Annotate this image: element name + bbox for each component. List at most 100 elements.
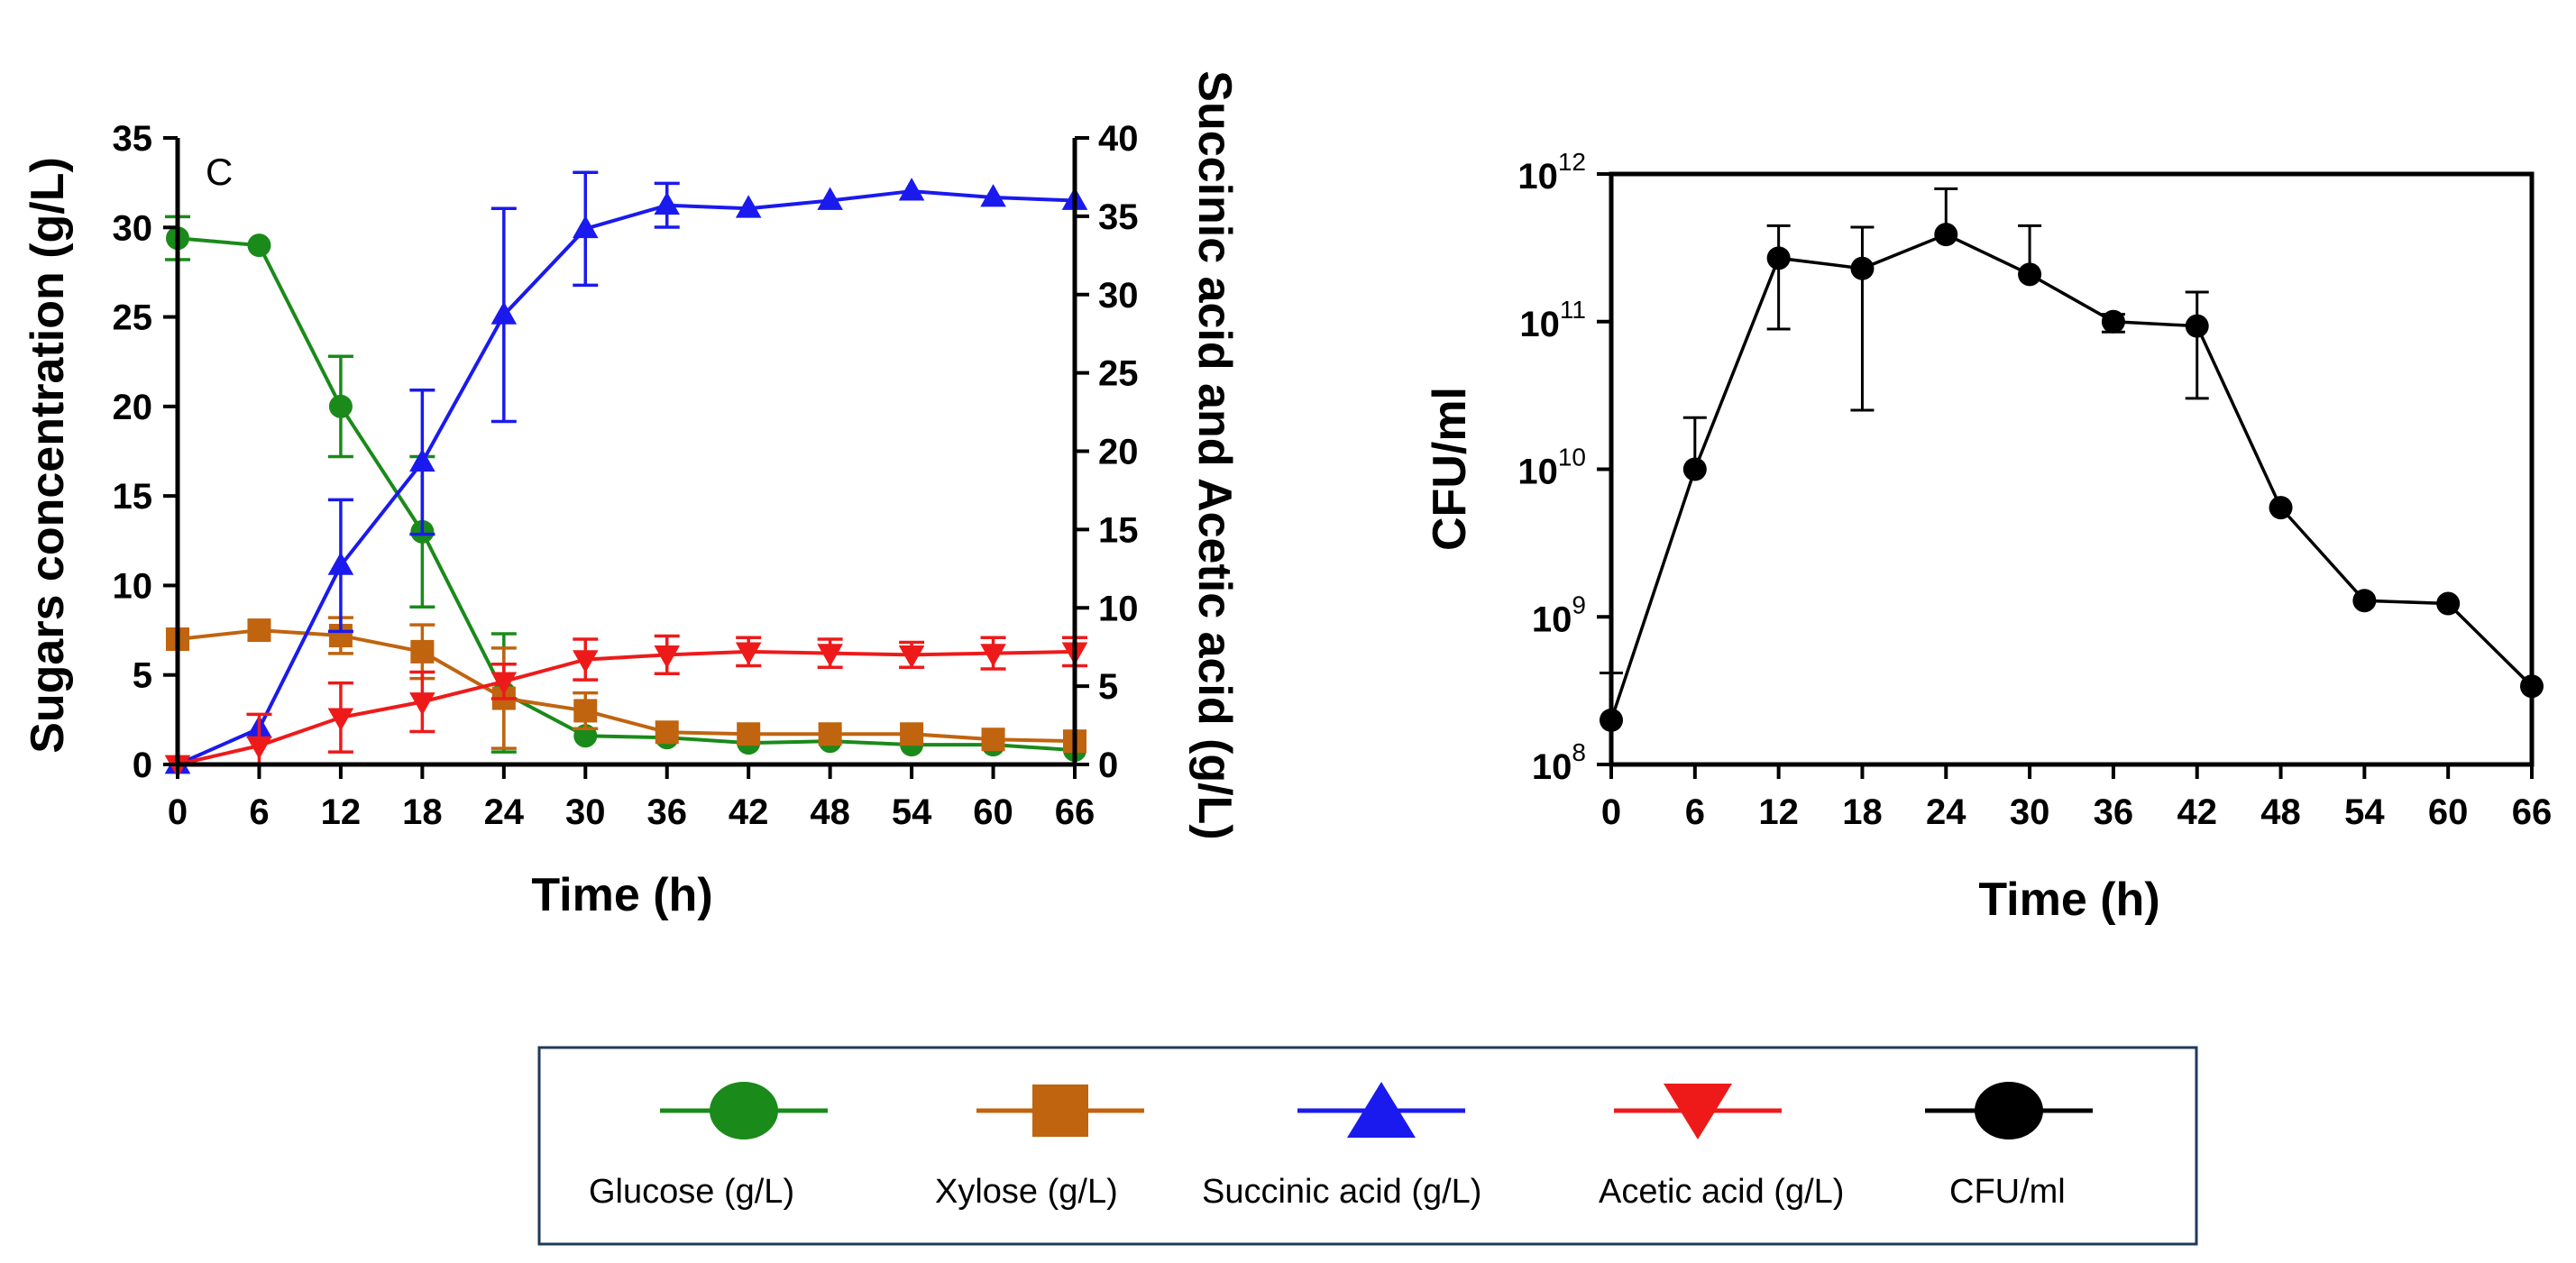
succinic-acid-g-l-point — [817, 187, 843, 210]
x-tick-label: 42 — [729, 792, 769, 832]
left-chart-series — [164, 170, 1088, 778]
acetic-acid-g-l-point — [246, 736, 272, 760]
glucose-g-l-point — [247, 233, 271, 258]
cfu-point — [2436, 591, 2461, 616]
cfu-x-axis-title: Time (h) — [1978, 874, 2159, 926]
left-y-tick-label: 35 — [113, 119, 153, 159]
right-y-tick-label: 0 — [1098, 746, 1118, 785]
x-tick-label: 36 — [646, 792, 687, 832]
cfu-x-tick-label: 66 — [2512, 792, 2553, 832]
cfu-point — [1766, 246, 1791, 270]
xylose-g-l-point — [981, 728, 1005, 752]
left-x-axis-title: Time (h) — [531, 869, 712, 921]
cfu-y-tick-label: 108 — [1532, 738, 1586, 787]
cfu-point — [1850, 256, 1875, 280]
left-y-tick-label: 0 — [133, 746, 152, 785]
left-chart-axes: 0 6 12 18 24 30 36 42 48 54 60 66051015202530350510… — [113, 119, 1139, 832]
cfu-line — [1609, 233, 2534, 721]
cfu-x-tick-label: 30 — [2010, 792, 2050, 832]
acetic-acid-g-l-point — [980, 644, 1006, 667]
left-y-axis-title: Sugars concentration (g/L) — [22, 157, 74, 754]
cfu-x-tick-label: 48 — [2260, 792, 2301, 832]
cfu-y-tick-base: 10 — [1532, 599, 1572, 639]
cfu-y-tick-base: 10 — [1517, 453, 1558, 492]
right-y-tick-label: 40 — [1098, 119, 1139, 159]
cfu-y-tick-label: 1011 — [1519, 296, 1586, 344]
x-tick-label: 48 — [810, 792, 850, 832]
acetic-acid-g-l-point — [735, 642, 762, 665]
cfu-point — [1682, 457, 1707, 481]
succinic-acid-g-l-point — [490, 301, 518, 325]
right-y-tick-label: 30 — [1098, 276, 1139, 316]
cfu-point — [2352, 589, 2377, 613]
cfu-y-tick-exponent: 10 — [1558, 444, 1586, 471]
legend-glucose-g-l-marker — [710, 1082, 778, 1139]
legend-items: Glucose (g/L) Xylose (g/L) Succinic acid (… — [589, 1082, 2093, 1211]
xylose-g-l-point — [573, 699, 598, 723]
xylose-g-l-point — [818, 722, 842, 746]
x-tick-label: 30 — [565, 792, 606, 832]
cfu-y-tick-label: 109 — [1532, 590, 1586, 639]
succinic-acid-g-l-point — [980, 184, 1006, 207]
right-y-axis-title: Succinic acid and Acetic acid (g/L) — [1188, 70, 1241, 839]
legend-succinic-acid-g-l-marker — [1347, 1082, 1416, 1138]
x-tick-label: 60 — [973, 792, 1013, 832]
cfu-y-tick-base: 10 — [1532, 747, 1572, 787]
cfu-plot-frame — [1609, 171, 2535, 767]
right-y-tick-label: 5 — [1098, 667, 1118, 707]
left-y-tick-label: 25 — [113, 298, 153, 338]
left-y-tick-label: 15 — [113, 477, 153, 517]
legend-box — [537, 1046, 2198, 1246]
cfu-y-tick-exponent: 12 — [1558, 148, 1586, 176]
cfu-y-tick-base: 10 — [1519, 305, 1560, 344]
x-tick-label: 12 — [321, 792, 362, 832]
cfu-x-tick-label: 12 — [1758, 792, 1799, 832]
right-y-tick-label: 15 — [1098, 510, 1139, 550]
x-tick-label: 6 — [249, 792, 269, 832]
left-y-tick-label: 20 — [113, 388, 153, 427]
right-y-tick-label: 35 — [1098, 197, 1139, 237]
glucose-g-l-point — [328, 394, 353, 418]
cfu-x-tick-label: 42 — [2177, 792, 2217, 832]
x-tick-label: 18 — [402, 792, 443, 832]
acetic-acid-g-l-point — [327, 708, 354, 731]
glucose-g-l-line — [177, 236, 1076, 753]
left-y-tick-label: 10 — [113, 566, 153, 606]
cfu-x-tick-label: 18 — [1842, 792, 1883, 832]
xylose-g-l-point — [655, 720, 679, 745]
x-tick-label: 0 — [168, 792, 188, 832]
left-y-tick-label: 5 — [133, 656, 152, 696]
legend-cfu-ml-label: CFU/ml — [1949, 1173, 2066, 1211]
xylose-g-l-point — [410, 639, 435, 664]
right-y-tick-label: 10 — [1098, 589, 1139, 628]
cfu-point — [2101, 309, 2125, 334]
succinic-acid-g-l-point — [409, 448, 435, 472]
cfu-chart: 0 6 12 18 24 30 36 42 48 54 60 66108109101010111012… — [1424, 148, 2552, 926]
acetic-acid-g-l-point — [898, 645, 925, 669]
legend-succinic-acid-g-l-label: Succinic acid (g/L) — [1202, 1173, 1481, 1211]
cfu-y-tick-base: 10 — [1517, 157, 1558, 197]
cfu-x-tick-label: 6 — [1685, 792, 1705, 832]
acetic-acid-g-l-point — [572, 650, 599, 673]
acetic-acid-g-l-point — [409, 692, 435, 716]
legend-acetic-acid-g-l-label: Acetic acid (g/L) — [1599, 1173, 1844, 1211]
panel-letter: C — [206, 151, 233, 193]
cfu-x-tick-label: 54 — [2344, 792, 2385, 832]
cfu-y-tick-exponent: 9 — [1572, 590, 1586, 618]
cfu-y-tick-label: 1012 — [1517, 148, 1586, 197]
acetic-acid-g-l-line — [177, 649, 1076, 766]
legend-glucose-g-l-label: Glucose (g/L) — [589, 1173, 794, 1211]
succinic-acid-g-l-line — [177, 189, 1076, 766]
acetic-acid-g-l-point — [654, 645, 681, 669]
cfu-y-axis-title: CFU/ml — [1424, 387, 1476, 551]
x-tick-label: 24 — [484, 792, 525, 832]
xylose-g-l-point — [737, 722, 761, 746]
succinic-acid-g-l-point — [898, 178, 925, 201]
x-tick-label: 66 — [1055, 792, 1095, 832]
legend-cfu-ml-marker — [1975, 1082, 2043, 1139]
cfu-y-tick-exponent: 8 — [1572, 738, 1586, 766]
cfu-x-tick-label: 24 — [1926, 792, 1966, 832]
acetic-acid-g-l-point — [817, 644, 843, 667]
x-tick-label: 54 — [892, 792, 932, 832]
